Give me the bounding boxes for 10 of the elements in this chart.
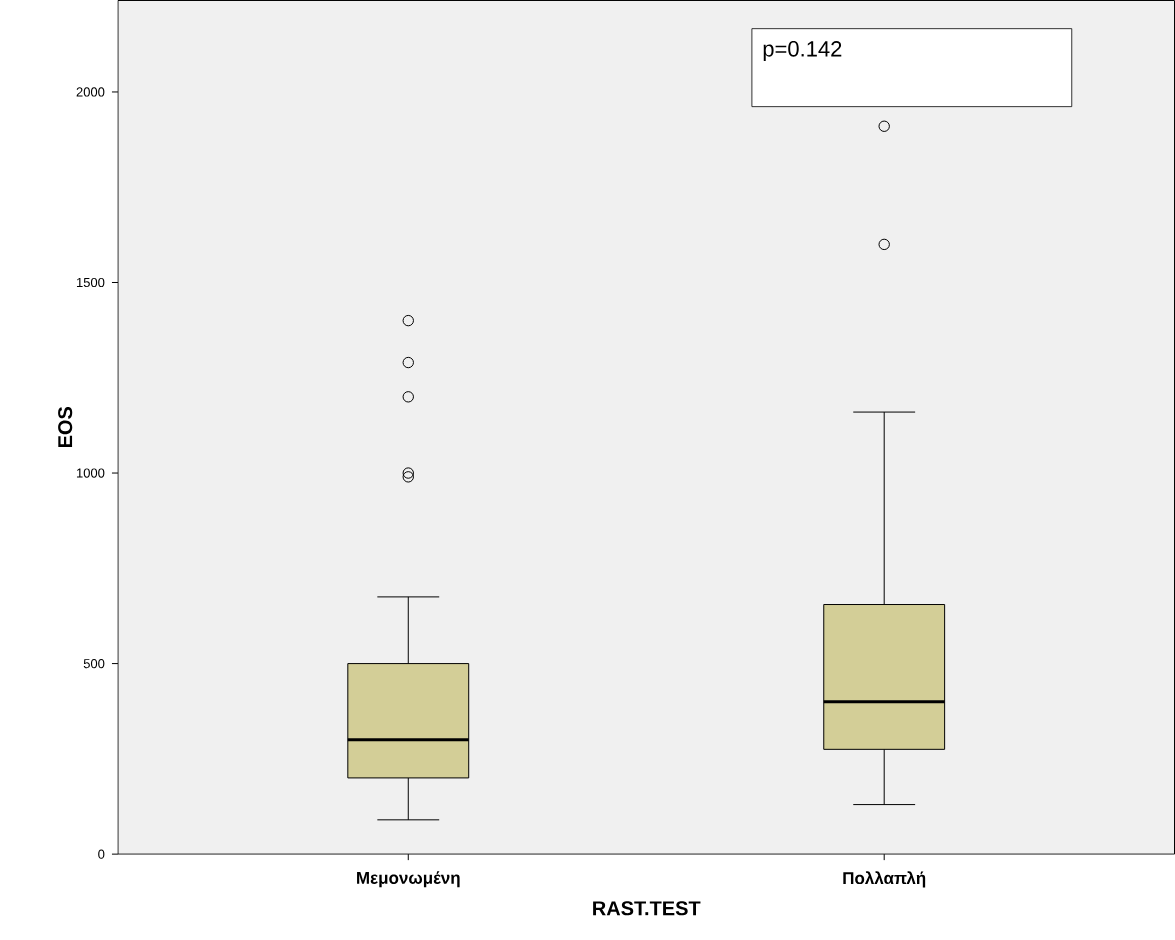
x-tick-label: Μεμονωμένη — [357, 871, 460, 888]
y-tick-label: 500 — [83, 658, 105, 669]
y-tick-label: 1500 — [76, 277, 105, 288]
x-axis-title: RAST.TEST — [593, 901, 701, 916]
x-tick-label: Πολλαπλή — [843, 871, 926, 888]
y-axis-title: EOS — [58, 406, 73, 448]
y-tick-label: 2000 — [76, 87, 105, 97]
y-tick-label: 1000 — [76, 468, 105, 478]
y-tick-label: 0 — [98, 849, 105, 859]
annotation: p=0.142 — [763, 41, 842, 61]
